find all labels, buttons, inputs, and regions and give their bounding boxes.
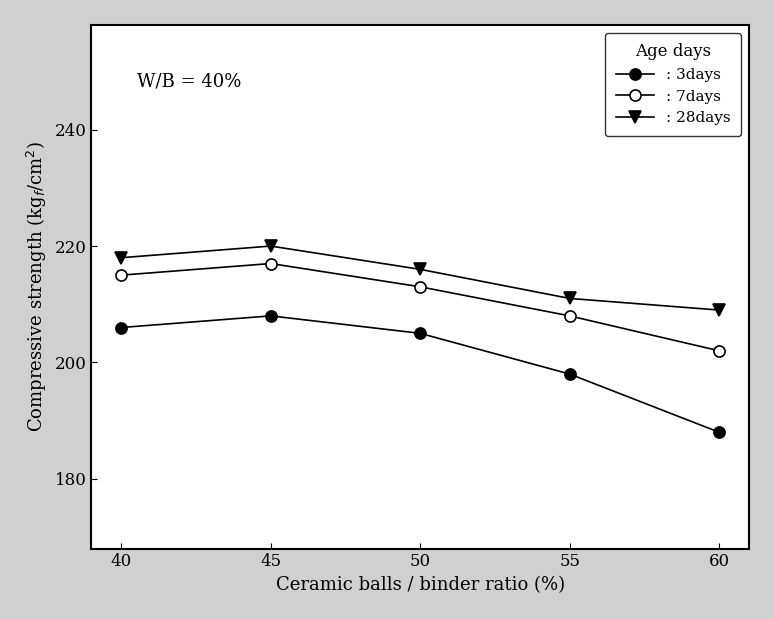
X-axis label: Ceramic balls / binder ratio (%): Ceramic balls / binder ratio (%) [276,576,565,594]
: 7days: (50, 213): 7days: (50, 213) [416,283,425,290]
: 28days: (55, 211): 28days: (55, 211) [565,295,574,302]
Line: : 7days: : 7days [116,258,724,357]
Line: : 28days: : 28days [116,241,724,316]
: 7days: (45, 217): 7days: (45, 217) [266,260,276,267]
: 7days: (55, 208): 7days: (55, 208) [565,312,574,319]
: 28days: (50, 216): 28days: (50, 216) [416,266,425,273]
Text: W/B = 40%: W/B = 40% [138,72,241,90]
: 3days: (45, 208): 3days: (45, 208) [266,312,276,319]
: 3days: (50, 205): 3days: (50, 205) [416,330,425,337]
: 3days: (55, 198): 3days: (55, 198) [565,370,574,378]
: 3days: (60, 188): 3days: (60, 188) [714,428,724,436]
: 28days: (40, 218): 28days: (40, 218) [117,254,126,261]
: 7days: (60, 202): 7days: (60, 202) [714,347,724,355]
Y-axis label: Compressive strength (kg$_f$/cm$^2$): Compressive strength (kg$_f$/cm$^2$) [25,141,49,432]
: 28days: (60, 209): 28days: (60, 209) [714,306,724,314]
: 28days: (45, 220): 28days: (45, 220) [266,243,276,250]
: 3days: (40, 206): 3days: (40, 206) [117,324,126,331]
Line: : 3days: : 3days [116,310,724,438]
Legend: : 3days, : 7days, : 28days: : 3days, : 7days, : 28days [605,33,741,136]
: 7days: (40, 215): 7days: (40, 215) [117,272,126,279]
